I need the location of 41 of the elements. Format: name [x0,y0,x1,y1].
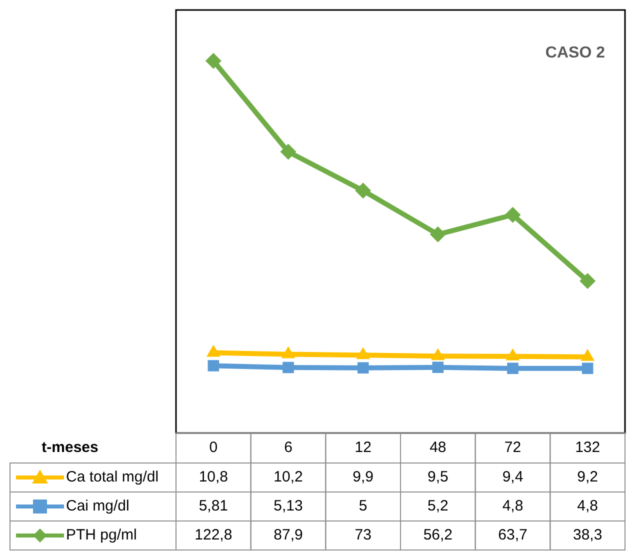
data-label: 5,81 [198,498,228,515]
data-label: 5,2 [427,498,448,515]
legend-label: Ca total mg/dl [66,468,159,486]
data-label: 10,2 [274,468,303,486]
data-label: 122,8 [194,526,232,544]
point [582,362,594,374]
data-label: 9,9 [352,468,374,486]
data-label: 9,5 [427,468,448,486]
point [208,360,220,372]
data-label: 56,2 [423,526,453,544]
x-tick-label: 6 [284,439,292,456]
chart-title: CASO 2 [545,44,606,62]
point [280,144,296,160]
data-label: 9,2 [577,468,598,486]
x-tick-label: 132 [575,439,600,456]
legend-label: Cai mg/dl [66,498,130,515]
data-label: 4,8 [502,498,524,515]
data-label: 73 [354,526,372,544]
data-label: 87,9 [274,526,303,544]
point [507,362,518,374]
x-tick-label: 0 [209,439,218,456]
data-label: 10,8 [198,468,228,486]
point [504,206,521,223]
x-tick-label: 12 [354,439,372,456]
point [430,226,446,242]
point [282,362,294,374]
data-label: 5 [358,498,368,515]
data-label: 5,13 [274,498,303,515]
point [357,362,369,374]
point [355,182,372,199]
point [580,273,596,290]
data-label: 9,4 [502,468,524,486]
x-tick-label: 72 [504,439,522,456]
data-label: 63,7 [498,526,528,544]
data-label: 38,3 [572,526,602,544]
point [205,52,222,69]
text: t-meses [42,439,98,456]
x-tick-label: 48 [430,439,446,456]
point [432,362,444,373]
legend-label: PTH pg/ml [66,526,137,544]
data-label: 4,8 [577,498,598,515]
